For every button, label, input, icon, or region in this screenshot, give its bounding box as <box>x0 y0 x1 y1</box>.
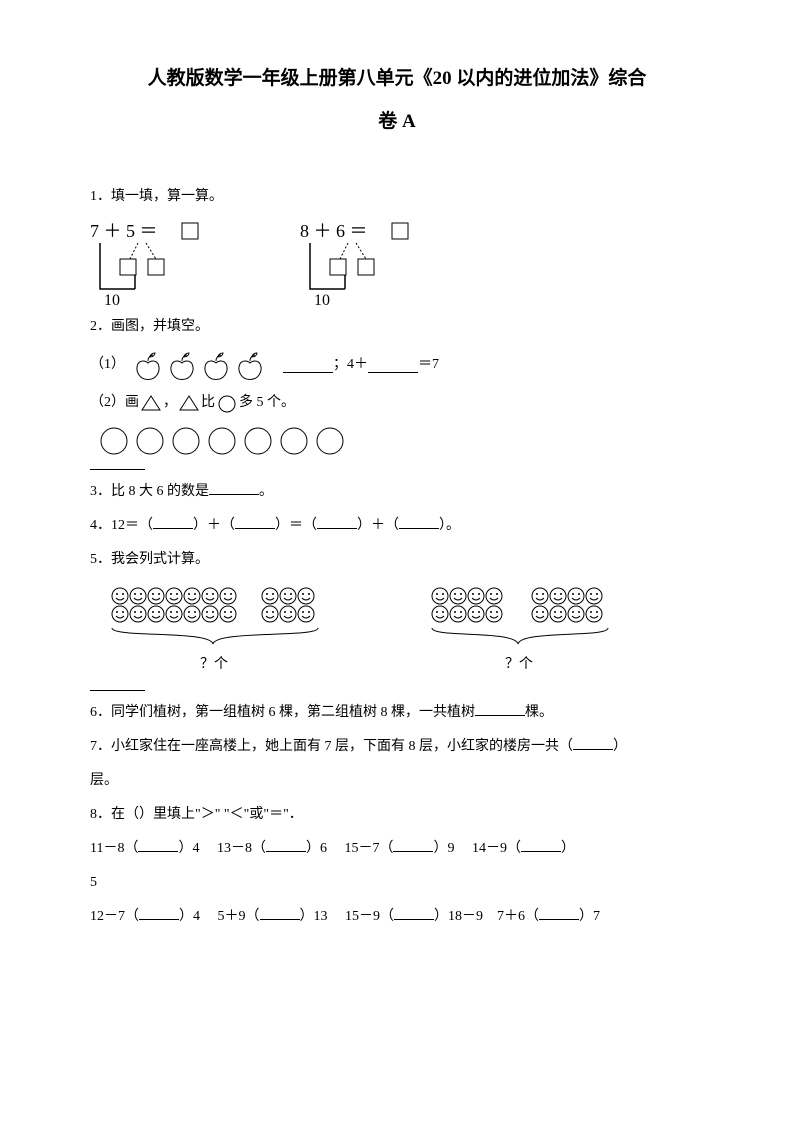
q7-suffix: ） <box>613 739 627 754</box>
q8-r1b: 13－8（ <box>217 841 266 856</box>
q8-r1c2: ）9 <box>433 841 454 856</box>
q3-blank[interactable] <box>209 480 259 495</box>
q4-suffix: ）。 <box>439 518 460 533</box>
q4-b3[interactable] <box>317 514 357 529</box>
q4-m2: ）＝（ <box>275 518 317 533</box>
divider-1 <box>90 469 145 470</box>
q5-left-svg: ？个 <box>110 580 350 680</box>
q7-prefix: 7．小红家住在一座高楼上，她上面有 7 层，下面有 8 层，小红家的楼房一共（ <box>90 739 573 754</box>
q3-prefix: 3．比 8 大 6 的数是 <box>90 484 209 499</box>
q4-m3: ）＋（ <box>357 518 399 533</box>
q8-b6[interactable] <box>260 905 300 920</box>
q8-r3a2: ）4 <box>179 909 200 924</box>
q1-text: 1．填一填，算一算。 <box>90 183 704 211</box>
q4-b2[interactable] <box>235 514 275 529</box>
q4-b1[interactable] <box>153 514 193 529</box>
q2-p1-suffix1: ；4＋ <box>333 351 368 379</box>
q2-p2-m1: ， <box>163 389 177 417</box>
q2-p2-text: （2）画 <box>90 389 139 417</box>
q2-text: 2．画图，并填空。 <box>90 313 704 341</box>
apples-svg <box>129 347 279 383</box>
q2-p2-m2: 比 <box>201 389 215 417</box>
q5-diagram-row: ？个 <box>110 580 704 680</box>
svg-text:10: 10 <box>314 292 330 307</box>
q4-b4[interactable] <box>399 514 439 529</box>
q5-text: 5．我会列式计算。 <box>90 546 704 574</box>
q8-r3d: 7＋6（ <box>497 909 539 924</box>
q4-prefix: 4．12＝（ <box>90 518 153 533</box>
q8-row2: 5 <box>90 869 704 897</box>
q8-row3: 12－7（ ）4 5＋9（ ）13 15－9（ ）18－9 7＋6（ ）7 <box>90 903 704 931</box>
q2-p1-suffix2: ＝7 <box>418 351 439 379</box>
q3-suffix: 。 <box>259 484 273 499</box>
page-title: 人教版数学一年级上册第八单元《20 以内的进位加法》综合 <box>90 60 704 98</box>
triangle-icon-1 <box>139 393 163 413</box>
q8-b7[interactable] <box>394 905 434 920</box>
q8-r3c: 15－9（ <box>345 909 394 924</box>
svg-text:7 ＋ 5 ＝: 7 ＋ 5 ＝ <box>90 221 158 241</box>
q8-b3[interactable] <box>393 837 433 852</box>
svg-text:10: 10 <box>104 292 120 307</box>
q8-r1a2: ）4 <box>178 841 199 856</box>
q8-b8[interactable] <box>539 905 579 920</box>
q2-p1-prefix: （1） <box>90 351 125 379</box>
svg-text:8 ＋ 6 ＝: 8 ＋ 6 ＝ <box>300 221 368 241</box>
q6-suffix: 棵。 <box>525 705 553 720</box>
q6-prefix: 6．同学们植树，第一组植树 6 棵，第二组植树 8 棵，一共植树 <box>90 705 475 720</box>
circles-row-svg <box>96 423 376 459</box>
q7-end: 层。 <box>90 767 704 795</box>
q2-p1-blank1[interactable] <box>283 358 333 373</box>
q4-m1: ）＋（ <box>193 518 235 533</box>
svg-text:？个: ？个 <box>200 656 228 672</box>
q8-r3b: 5＋9（ <box>218 909 260 924</box>
q8-row1: 11－8（ ）4 13－8（ ）6 15－7（ ）9 14－9（ ） <box>90 835 704 863</box>
q4: 4．12＝（ ）＋（ ）＝（ ）＋（ ）。 <box>90 512 704 540</box>
q8-r3d2: ）7 <box>579 909 600 924</box>
q2-p1: （1） ；4＋ <box>90 347 704 383</box>
q7: 7．小红家住在一座高楼上，她上面有 7 层，下面有 8 层，小红家的楼房一共（ ） <box>90 733 704 761</box>
q8-b4[interactable] <box>521 837 561 852</box>
q1-diagram-row: 7 ＋ 5 ＝ 10 8 ＋ 6 ＝ 10 <box>90 217 704 307</box>
q8-r1d2: ） <box>561 841 575 856</box>
q8-r3b2: ）13 <box>300 909 328 924</box>
q8-b5[interactable] <box>139 905 179 920</box>
q8-b1[interactable] <box>138 837 178 852</box>
q3: 3．比 8 大 6 的数是 。 <box>90 478 704 506</box>
q8-r1d: 14－9（ <box>472 841 521 856</box>
triangle-icon-2 <box>177 393 201 413</box>
q8-r1a: 11－8（ <box>90 841 138 856</box>
q8-r1b2: ）6 <box>306 841 327 856</box>
q2-p1-blank2[interactable] <box>368 358 418 373</box>
q6-blank[interactable] <box>475 701 525 716</box>
q7-blank[interactable] <box>573 735 613 750</box>
q1-right-svg: 8 ＋ 6 ＝ 10 <box>300 217 460 307</box>
divider-2 <box>90 690 145 691</box>
svg-text:？个: ？个 <box>505 656 533 672</box>
page-subtitle: 卷 A <box>90 106 704 133</box>
q2-p2-suffix: 多 5 个。 <box>239 389 295 417</box>
q2-p2: （2）画 ， 比 多 5 个。 <box>90 389 704 417</box>
q8-r3a: 12－7（ <box>90 909 139 924</box>
circle-icon <box>215 393 239 413</box>
q8-r1c: 15－7（ <box>344 841 393 856</box>
q6: 6．同学们植树，第一组植树 6 棵，第二组植树 8 棵，一共植树 棵。 <box>90 699 704 727</box>
q5-right-svg: ？个 <box>430 580 640 680</box>
q8-b2[interactable] <box>266 837 306 852</box>
q8-text: 8．在（）里填上"＞" "＜"或"＝"． <box>90 801 704 829</box>
q8-r3c2: ）18－9 <box>434 909 483 924</box>
q1-left-svg: 7 ＋ 5 ＝ 10 <box>90 217 250 307</box>
